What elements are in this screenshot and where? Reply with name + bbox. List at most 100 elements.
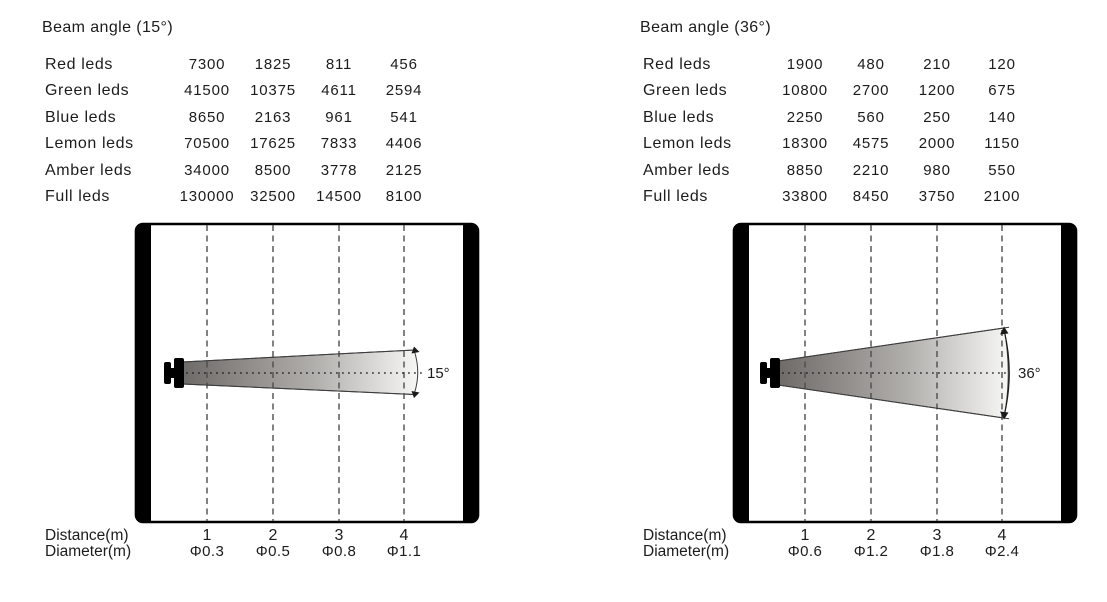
lux-value: 250 (923, 109, 951, 126)
angle-arc (1003, 331, 1010, 415)
beam-diagram-36: 36° (732, 222, 1078, 524)
lux-value: 10375 (250, 82, 296, 99)
angle-arrow-top (411, 346, 420, 354)
lux-value: 120 (988, 56, 1016, 73)
distance-value: 1 (800, 527, 810, 544)
lux-value: 2594 (385, 82, 423, 99)
beam-edges (181, 349, 415, 395)
led-row-label: Lemon leds (643, 135, 732, 152)
lux-value: 17625 (250, 135, 296, 152)
distance-value: 4 (399, 527, 409, 544)
lux-value: 33800 (782, 188, 828, 205)
distance-value: 1 (202, 527, 212, 544)
lux-value: 961 (325, 109, 353, 126)
distance-row: Distance(m) 1 2 3 4 (628, 528, 1107, 544)
table-row: Blue leds 2250 560 250 140 (628, 108, 1107, 128)
light-fixture-icon (760, 358, 780, 388)
diameter-row: Diameter(m) Φ0.6 Φ1.2 Φ1.8 Φ2.4 (628, 544, 1107, 560)
led-row-label: Amber leds (643, 162, 730, 179)
beam-panel-15: Beam angle (15°) Red leds 7300 1825 811 … (30, 0, 510, 602)
lux-value: 811 (325, 56, 353, 73)
diameter-row: Diameter(m) Φ0.3 Φ0.5 Φ0.8 Φ1.1 (30, 544, 510, 560)
led-row-label: Green leds (643, 82, 728, 99)
led-row-label: Blue leds (643, 109, 715, 126)
panel-title: Beam angle (36°) (640, 19, 772, 36)
distance-value: 2 (268, 527, 278, 544)
angle-arrow-top (1000, 326, 1009, 335)
led-row-label: Lemon leds (45, 135, 134, 152)
lux-value: 2125 (385, 162, 423, 179)
led-row-label: Green leds (45, 82, 130, 99)
lux-value: 10800 (782, 82, 828, 99)
lux-value: 210 (923, 56, 951, 73)
table-row: Green leds 41500 10375 4611 2594 (30, 81, 510, 101)
table-row: Full leds 130000 32500 14500 8100 (30, 187, 510, 207)
lux-value: 541 (390, 109, 418, 126)
lux-value: 8100 (385, 188, 423, 205)
distance-value: 4 (997, 527, 1007, 544)
distance-lines (804, 225, 1003, 521)
lux-value: 456 (390, 56, 418, 73)
lux-value: 2210 (852, 162, 890, 179)
diameter-value: Φ2.4 (984, 543, 1020, 560)
table-row: Red leds 1900 480 210 120 (628, 55, 1107, 75)
lux-value: 32500 (250, 188, 296, 205)
lux-value: 980 (923, 162, 951, 179)
lux-value: 4406 (385, 135, 423, 152)
distance-label: Distance(m) (45, 527, 129, 544)
lux-value: 14500 (316, 188, 362, 205)
led-row-label: Full leds (45, 188, 110, 205)
table-row: Full leds 33800 8450 3750 2100 (628, 187, 1107, 207)
diameter-value: Φ1.8 (919, 543, 955, 560)
lux-value: 7833 (320, 135, 358, 152)
lux-value: 8450 (852, 188, 890, 205)
wall-left (734, 223, 749, 523)
distance-value: 3 (334, 527, 344, 544)
lux-value: 8650 (188, 109, 226, 126)
led-row-label: Full leds (643, 188, 708, 205)
table-row: Amber leds 8850 2210 980 550 (628, 161, 1107, 181)
lux-value: 2250 (786, 109, 824, 126)
table-row: Green leds 10800 2700 1200 675 (628, 81, 1107, 101)
angle-arrow-bottom (1000, 411, 1009, 420)
lux-value: 3750 (918, 188, 956, 205)
table-row: Blue leds 8650 2163 961 541 (30, 108, 510, 128)
distance-value: 2 (866, 527, 876, 544)
lux-value: 1825 (254, 56, 292, 73)
beam-edges (777, 326, 1010, 420)
lux-value: 2700 (852, 82, 890, 99)
lux-value: 1150 (984, 135, 1020, 152)
led-row-label: Blue leds (45, 109, 117, 126)
lux-value: 41500 (184, 82, 230, 99)
lux-value: 140 (988, 109, 1016, 126)
angle-arrow-bottom (411, 391, 420, 398)
beam-panel-36: Beam angle (36°) Red leds 1900 480 210 1… (628, 0, 1107, 602)
led-row-label: Red leds (643, 56, 711, 73)
distance-lines (206, 225, 405, 521)
lux-value: 560 (857, 109, 885, 126)
lux-value: 3778 (320, 162, 358, 179)
diameter-value: Φ1.2 (853, 543, 889, 560)
lux-value: 18300 (782, 135, 828, 152)
wall-right (1061, 223, 1076, 523)
diameter-value: Φ0.5 (255, 543, 291, 560)
led-row-label: Amber leds (45, 162, 132, 179)
lux-value: 2100 (983, 188, 1021, 205)
lux-value: 8850 (786, 162, 824, 179)
beam-diagram-15: 15° (134, 222, 480, 524)
table-row: Red leds 7300 1825 811 456 (30, 55, 510, 75)
diameter-label: Diameter(m) (643, 543, 730, 560)
diameter-label: Diameter(m) (45, 543, 132, 560)
distance-row: Distance(m) 1 2 3 4 (30, 528, 510, 544)
table-row: Amber leds 34000 8500 3778 2125 (30, 161, 510, 181)
angle-label: 36° (1018, 365, 1041, 382)
lux-value: 70500 (184, 135, 230, 152)
lux-value: 480 (857, 56, 885, 73)
diameter-value: Φ0.8 (321, 543, 357, 560)
diameter-value: Φ0.3 (189, 543, 225, 560)
lux-value: 34000 (184, 162, 230, 179)
distance-value: 3 (932, 527, 942, 544)
diameter-value: Φ1.1 (386, 543, 422, 560)
lux-value: 675 (988, 82, 1016, 99)
lux-value: 130000 (179, 188, 235, 205)
